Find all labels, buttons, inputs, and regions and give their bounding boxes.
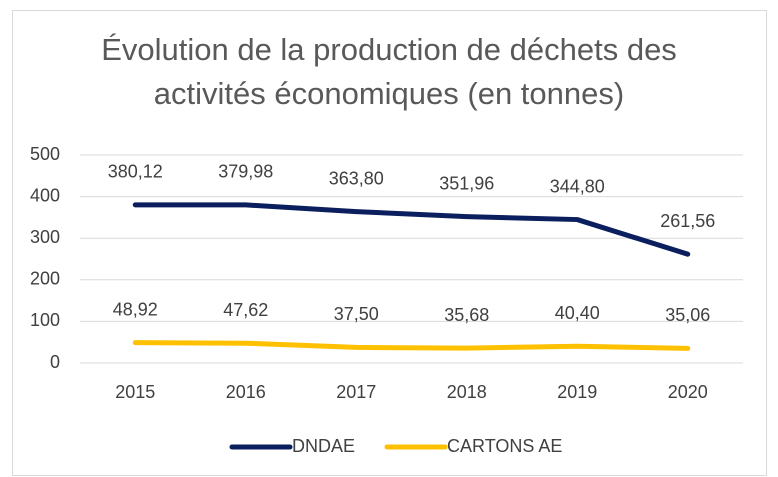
data-line xyxy=(132,340,691,351)
x-tick-label: 2019 xyxy=(557,382,597,402)
y-tick-label: 400 xyxy=(30,185,60,205)
data-line xyxy=(132,202,691,257)
x-tick-label: 2017 xyxy=(336,382,376,402)
legend-label: CARTONS AE xyxy=(447,436,562,456)
data-label: 35,68 xyxy=(444,305,489,325)
y-tick-label: 100 xyxy=(30,310,60,330)
data-label: 48,92 xyxy=(113,299,158,319)
data-label: 344,80 xyxy=(550,176,605,196)
chart-frame xyxy=(12,10,767,476)
x-tick-label: 2015 xyxy=(115,382,155,402)
data-label: 40,40 xyxy=(555,303,600,323)
x-tick-label: 2018 xyxy=(447,382,487,402)
data-label: 37,50 xyxy=(334,304,379,324)
data-label: 351,96 xyxy=(439,173,494,193)
data-label: 261,56 xyxy=(660,211,715,231)
data-label: 379,98 xyxy=(218,162,273,182)
data-label: 35,06 xyxy=(665,305,710,325)
x-tick-label: 2016 xyxy=(226,382,266,402)
x-tick-label: 2020 xyxy=(668,382,708,402)
y-tick-label: 300 xyxy=(30,227,60,247)
y-tick-label: 200 xyxy=(30,269,60,289)
data-label: 380,12 xyxy=(108,162,163,182)
y-tick-label: 0 xyxy=(50,352,60,372)
data-label: 363,80 xyxy=(329,168,384,188)
chart-title: Évolution de la production de déchets de… xyxy=(101,32,677,111)
legend-label: DNDAE xyxy=(292,436,355,456)
data-label: 47,62 xyxy=(223,300,268,320)
y-tick-label: 500 xyxy=(30,144,60,164)
